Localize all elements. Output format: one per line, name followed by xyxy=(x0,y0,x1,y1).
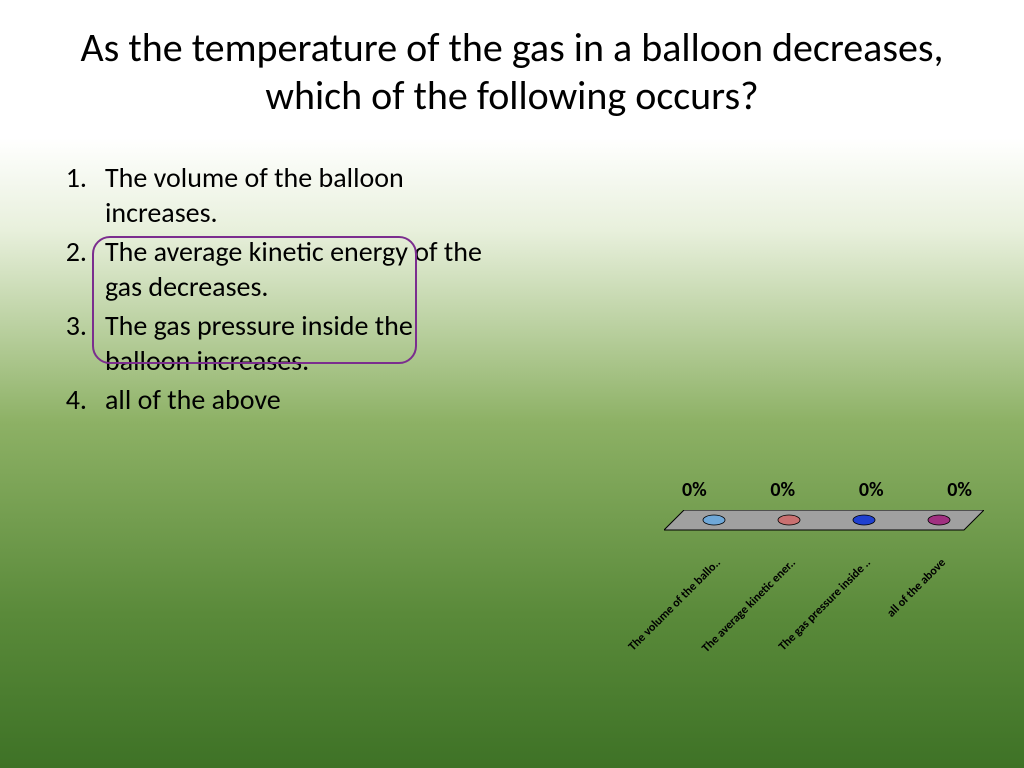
option-text: all of the above xyxy=(105,382,490,417)
slide: As the temperature of the gas in a ballo… xyxy=(0,0,1024,768)
response-chart: 0% 0% 0% 0% The volume of the ballo.. Th… xyxy=(614,478,994,738)
option-number: 4. xyxy=(60,382,105,417)
chart-label: The volume of the ballo.. xyxy=(573,556,724,707)
chart-labels: The volume of the ballo.. The average ki… xyxy=(614,548,994,738)
option-number: 3. xyxy=(60,308,105,378)
chart-label: The gas pressure inside .. xyxy=(723,556,874,707)
platform-icon xyxy=(664,510,984,540)
percent-value: 0% xyxy=(947,478,972,502)
option-text: The gas pressure inside the balloon incr… xyxy=(105,308,490,378)
percent-value: 0% xyxy=(859,478,884,502)
option-text: The average kinetic energy of the gas de… xyxy=(105,234,490,304)
options-list: 1. The volume of the balloon increases. … xyxy=(60,160,490,421)
option-number: 1. xyxy=(60,160,105,230)
percent-value: 0% xyxy=(770,478,795,502)
option-1: 1. The volume of the balloon increases. xyxy=(60,160,490,230)
option-3: 3. The gas pressure inside the balloon i… xyxy=(60,308,490,378)
option-number: 2. xyxy=(60,234,105,304)
option-2: 2. The average kinetic energy of the gas… xyxy=(60,234,490,304)
option-text: The volume of the balloon increases. xyxy=(105,160,490,230)
percent-value: 0% xyxy=(682,478,707,502)
percent-row: 0% 0% 0% 0% xyxy=(682,478,972,502)
option-4: 4. all of the above xyxy=(60,382,490,417)
chart-label: The average kinetic ener.. xyxy=(648,556,799,707)
chart-label: all of the above xyxy=(798,556,949,707)
question-title: As the temperature of the gas in a ballo… xyxy=(60,24,964,120)
